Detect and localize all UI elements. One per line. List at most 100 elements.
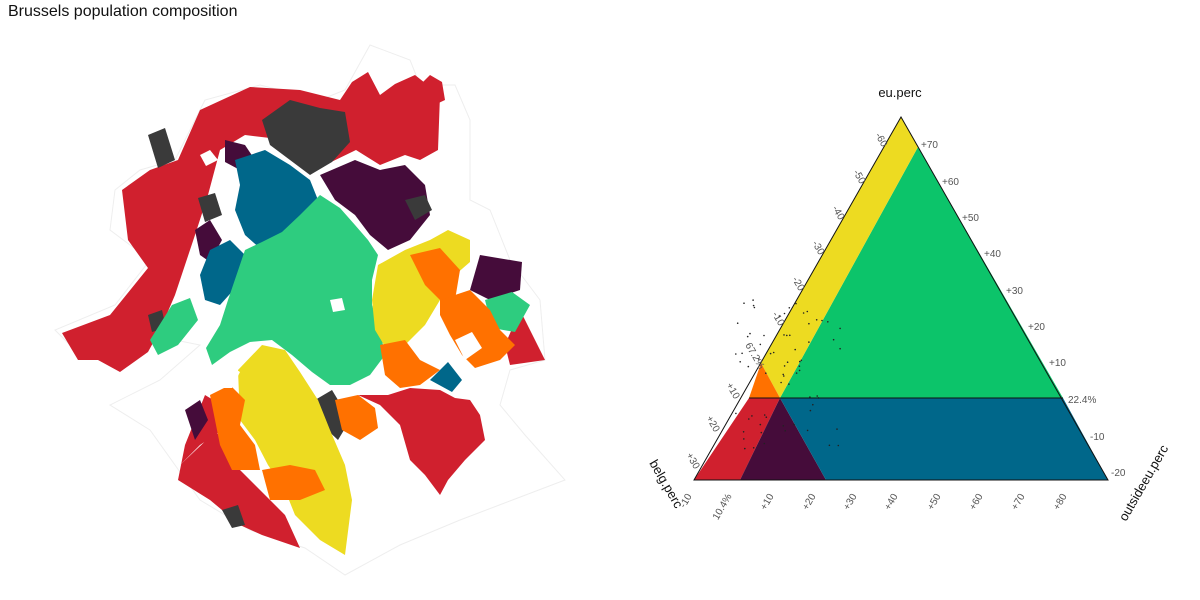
- data-point: [802, 312, 805, 314]
- data-point: [783, 365, 786, 367]
- data-point: [798, 365, 801, 368]
- data-point: [765, 372, 767, 375]
- region-blue: [235, 150, 318, 250]
- tick-label: +40: [883, 492, 901, 513]
- tick-label: +20: [1028, 322, 1045, 333]
- data-point: [759, 343, 762, 346]
- data-point: [749, 332, 751, 335]
- right-axis-ticks: +70 +60 +50 +40 +30 +20 +10 22.4% -10 -20: [921, 140, 1126, 479]
- data-point: [789, 334, 791, 337]
- tick-label: +20: [703, 414, 721, 435]
- data-point: [812, 403, 814, 406]
- data-point: [748, 418, 750, 420]
- region-purple: [470, 255, 522, 300]
- data-point: [786, 334, 788, 337]
- brussels-map: [54, 44, 566, 576]
- region-red: [420, 75, 445, 108]
- data-point: [827, 321, 829, 323]
- map-gap: [210, 362, 240, 388]
- data-point: [778, 315, 781, 318]
- data-point: [746, 335, 749, 338]
- region-light-green: [485, 292, 530, 332]
- data-point: [799, 360, 801, 363]
- tick-label: +60: [968, 492, 986, 513]
- data-point: [839, 347, 841, 350]
- tick-label: +10: [723, 381, 741, 402]
- region-light-green: [206, 195, 385, 385]
- top-axis-title: eu.perc: [878, 85, 922, 100]
- ternary-regions: [694, 117, 1108, 480]
- tick-label: +10: [1049, 358, 1066, 369]
- region-dark-gray: [148, 128, 175, 168]
- region-dark-gray: [405, 195, 432, 220]
- data-point: [743, 438, 745, 440]
- tick-label: -20: [1111, 468, 1126, 479]
- bottom-axis-ticks: -10 10.4% +10 +20 +30 +40 +50 +60 +70 +80: [678, 492, 1070, 522]
- data-point: [752, 304, 755, 307]
- data-point: [795, 372, 798, 374]
- data-point: [795, 302, 797, 305]
- data-point: [828, 444, 831, 447]
- tick-label: +30: [842, 492, 860, 513]
- data-point: [763, 442, 766, 445]
- data-point: [832, 338, 835, 341]
- region-blue: [430, 362, 462, 392]
- region-outside: [780, 398, 1108, 480]
- tick-label: +60: [942, 177, 959, 188]
- region-dark-gray: [315, 390, 350, 440]
- map-gap: [200, 150, 218, 166]
- data-point: [806, 310, 809, 313]
- region-dark-gray: [222, 505, 245, 528]
- region-belg-outside: [749, 363, 780, 398]
- data-point: [735, 353, 737, 355]
- data-point: [783, 375, 785, 377]
- region-purple: [185, 400, 208, 440]
- data-point: [798, 369, 801, 372]
- tick-label: +80: [1052, 492, 1070, 513]
- data-point: [836, 428, 838, 430]
- data-point: [809, 396, 811, 398]
- data-point: [839, 327, 841, 330]
- data-point: [751, 415, 753, 417]
- data-point: [743, 302, 745, 305]
- region-dark-gray: [198, 193, 222, 222]
- ternary-frame: [693, 115, 1109, 481]
- region-light-green: [150, 298, 198, 355]
- data-point: [800, 359, 803, 362]
- data-point: [735, 412, 737, 415]
- data-point: [741, 352, 743, 355]
- tick-label: +70: [921, 140, 938, 151]
- data-point: [837, 444, 840, 447]
- data-point: [821, 319, 823, 322]
- data-point: [782, 425, 785, 427]
- data-point: [769, 352, 772, 355]
- tick-label: +20: [801, 492, 819, 513]
- tick-label: +30: [683, 451, 701, 472]
- tick-label: +10: [759, 492, 777, 513]
- right-axis-title: outsideeu.perc: [1116, 442, 1172, 524]
- region-orange: [380, 340, 440, 388]
- data-point: [753, 306, 756, 309]
- tick-label: +50: [926, 492, 944, 513]
- data-point: [808, 341, 810, 343]
- map-gap: [455, 332, 482, 360]
- data-point: [757, 358, 760, 360]
- data-point: [794, 348, 796, 351]
- data-point: [784, 430, 786, 432]
- page-title: Brussels population composition: [8, 3, 238, 20]
- region-belg-eu: [761, 117, 918, 398]
- data-point: [772, 351, 775, 354]
- data-point: [744, 447, 746, 450]
- region-orange: [335, 395, 378, 440]
- left-axis-title: belg.perc: [646, 457, 686, 511]
- data-point: [783, 312, 786, 315]
- data-point: [752, 299, 754, 301]
- region-yellow: [238, 345, 352, 555]
- data-point: [809, 409, 812, 412]
- region-purple: [320, 160, 430, 250]
- data-point: [742, 431, 745, 433]
- tick-label: +40: [984, 249, 1001, 260]
- data-point: [788, 383, 790, 385]
- region-eu: [780, 147, 1063, 398]
